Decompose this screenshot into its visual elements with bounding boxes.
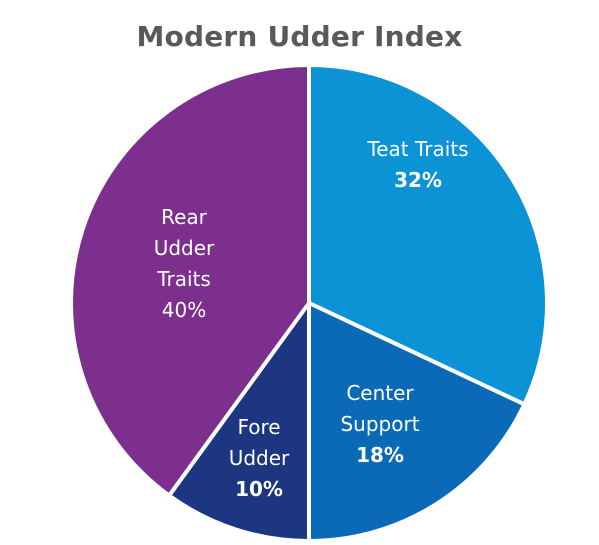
chart-title: Modern Udder Index bbox=[136, 20, 463, 53]
slice-label-teat traits: Teat Traits 32% bbox=[366, 137, 468, 192]
slice-label-rear-udder-traits: Rear Udder Traits 40% bbox=[154, 205, 215, 322]
slice-name-label: Support bbox=[340, 412, 419, 436]
pie-slice-teat traits bbox=[307, 63, 549, 407]
pie-slice-fore-udder bbox=[167, 301, 311, 543]
slice-name-label: Center bbox=[346, 381, 414, 405]
slice-percent-label: 18% bbox=[356, 443, 404, 467]
slice-percent-label: 32% bbox=[394, 168, 442, 192]
pie-labels: Teat Traits 32% Center Support 18% Fore Udder 1… bbox=[154, 137, 469, 501]
slice-percent-label: 10% bbox=[235, 477, 283, 501]
slice-name-label: Fore bbox=[237, 415, 280, 439]
slice-percent-label: 40% bbox=[162, 298, 206, 322]
slice-name-label: Udder bbox=[229, 446, 290, 470]
slice-name-label: Teat Traits bbox=[366, 137, 468, 161]
slice-label-center-support: Center Support 18% bbox=[340, 381, 419, 467]
slice-name-label: Rear bbox=[161, 205, 208, 229]
slice-name-label: Udder bbox=[154, 236, 215, 260]
slice-name-label: Traits bbox=[156, 267, 211, 291]
pie-slices bbox=[69, 63, 549, 543]
pie-slice-center-support bbox=[307, 301, 527, 543]
slice-label-fore-udder: Fore Udder 10% bbox=[229, 415, 290, 501]
pie-slice-rear-udder-traits bbox=[69, 63, 311, 498]
